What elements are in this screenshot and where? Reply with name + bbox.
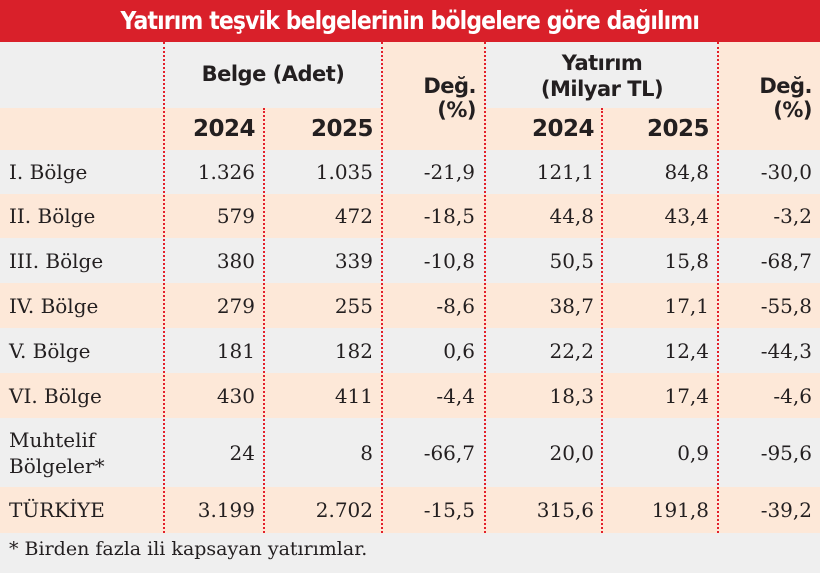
- belge-change: -8,6: [436, 293, 475, 318]
- yatirim-2025: 84,8: [664, 160, 709, 184]
- row-label: IV. Bölge: [9, 293, 99, 318]
- yatirim-change: -55,8: [760, 293, 812, 318]
- belge-change: 0,6: [443, 338, 475, 363]
- header-yatirim-2025: 2025: [646, 116, 710, 142]
- belge-change: -66,7: [423, 440, 475, 465]
- yatirim-change: -44,3: [760, 338, 812, 363]
- yatirim-2024: 44,8: [549, 204, 594, 228]
- header-change-line2: (%): [773, 98, 812, 122]
- yatirim-2024: 121,1: [536, 160, 594, 184]
- row-label: II. Bölge: [9, 204, 96, 228]
- belge-2025: 339: [334, 248, 373, 273]
- column-divider: [717, 42, 719, 533]
- row-label: I. Bölge: [9, 160, 88, 184]
- row-label: VI. Bölge: [9, 383, 102, 408]
- yatirim-change: -3,2: [773, 204, 812, 228]
- header-change-line1: Değ.: [759, 74, 812, 98]
- row-bg: [0, 194, 820, 238]
- belge-change: -18,5: [423, 204, 475, 228]
- belge-change: -4,4: [436, 383, 475, 408]
- belge-2025: 255: [334, 293, 373, 318]
- row-label-line1: Muhtelif: [9, 427, 96, 452]
- belge-change: -21,9: [423, 160, 475, 184]
- row-bg: [0, 283, 820, 328]
- row-bg: [0, 150, 820, 194]
- row-label: V. Bölge: [9, 338, 91, 363]
- yatirim-2025: 43,4: [664, 204, 709, 228]
- belge-2024: 24: [229, 440, 255, 465]
- header-bg-yatirim: [485, 42, 718, 108]
- table-title: Yatırım teşvik belgelerinin bölgelere gö…: [0, 0, 820, 42]
- belge-2025: 182: [334, 338, 373, 363]
- row-bg: [0, 418, 820, 487]
- row-bg: [0, 328, 820, 373]
- row-label: Muhtelif Bölgeler*: [0, 418, 159, 487]
- yatirim-2025: 15,8: [664, 248, 709, 273]
- belge-2024: 380: [216, 248, 255, 273]
- header-yatirim-change: Değ. (%): [720, 74, 812, 122]
- belge-2024: 181: [216, 338, 255, 363]
- header-bg-change1: [382, 42, 485, 150]
- belge-2024: 1.326: [197, 160, 255, 184]
- header-change-line1: Değ.: [423, 74, 476, 98]
- row-bg: [0, 373, 820, 418]
- header-belge-2025: 2025: [310, 116, 374, 142]
- belge-2024: 279: [216, 293, 255, 318]
- yatirim-2024: 38,7: [549, 293, 594, 318]
- yatirim-2025: 12,4: [664, 338, 709, 363]
- belge-change: -10,8: [423, 248, 475, 273]
- belge-2024: 3.199: [197, 498, 255, 522]
- header-belge-change: Değ. (%): [384, 74, 476, 122]
- belge-2025: 8: [360, 440, 373, 465]
- yatirim-change: -68,7: [760, 248, 812, 273]
- yatirim-2024: 315,6: [536, 498, 594, 522]
- header-belge-2024: 2024: [192, 116, 256, 142]
- header-belge-group: Belge (Adet): [201, 62, 345, 86]
- yatirim-2025: 0,9: [677, 440, 709, 465]
- row-label: III. Bölge: [9, 248, 104, 273]
- belge-2025: 2.702: [315, 498, 373, 522]
- yatirim-change: -39,2: [760, 498, 812, 522]
- column-divider: [601, 108, 603, 533]
- belge-2025: 472: [334, 204, 373, 228]
- header-change-line2: (%): [437, 98, 476, 122]
- header-bg-years-belge: [0, 108, 382, 150]
- column-divider: [484, 42, 486, 533]
- belge-change: -15,5: [423, 498, 475, 522]
- header-yatirim-2024: 2024: [531, 116, 595, 142]
- column-divider: [163, 42, 165, 533]
- yatirim-2025: 17,1: [664, 293, 709, 318]
- title-text: Yatırım teşvik belgelerinin bölgelere gö…: [120, 6, 700, 35]
- yatirim-change: -4,6: [773, 383, 812, 408]
- yatirim-change: -30,0: [760, 160, 812, 184]
- yatirim-2024: 50,5: [549, 248, 594, 273]
- header-bg-change2: [718, 42, 820, 150]
- belge-2025: 1.035: [315, 160, 373, 184]
- row-bg: [0, 238, 820, 283]
- column-divider: [263, 108, 265, 533]
- row-bg: [0, 487, 820, 533]
- yatirim-2024: 18,3: [549, 383, 594, 408]
- row-label: TÜRKİYE: [9, 498, 105, 522]
- belge-2024: 430: [216, 383, 255, 408]
- yatirim-2024: 22,2: [549, 338, 594, 363]
- belge-2024: 579: [216, 204, 255, 228]
- yatirim-2025: 17,4: [664, 383, 709, 408]
- header-yatirim-group: Yatırım (Milyar TL): [486, 50, 718, 102]
- yatirim-2024: 20,0: [549, 440, 594, 465]
- header-bg-belge: [0, 42, 382, 108]
- belge-2025: 411: [334, 383, 373, 408]
- column-divider: [381, 42, 383, 533]
- footnote: * Birden fazla ili kapsayan yatırımlar.: [9, 538, 368, 560]
- header-yatirim-line2: (Milyar TL): [540, 77, 664, 101]
- yatirim-change: -95,6: [760, 440, 812, 465]
- header-yatirim-line1: Yatırım: [561, 51, 643, 75]
- row-label-line2: Bölgeler*: [9, 453, 105, 478]
- yatirim-2025: 191,8: [651, 498, 709, 522]
